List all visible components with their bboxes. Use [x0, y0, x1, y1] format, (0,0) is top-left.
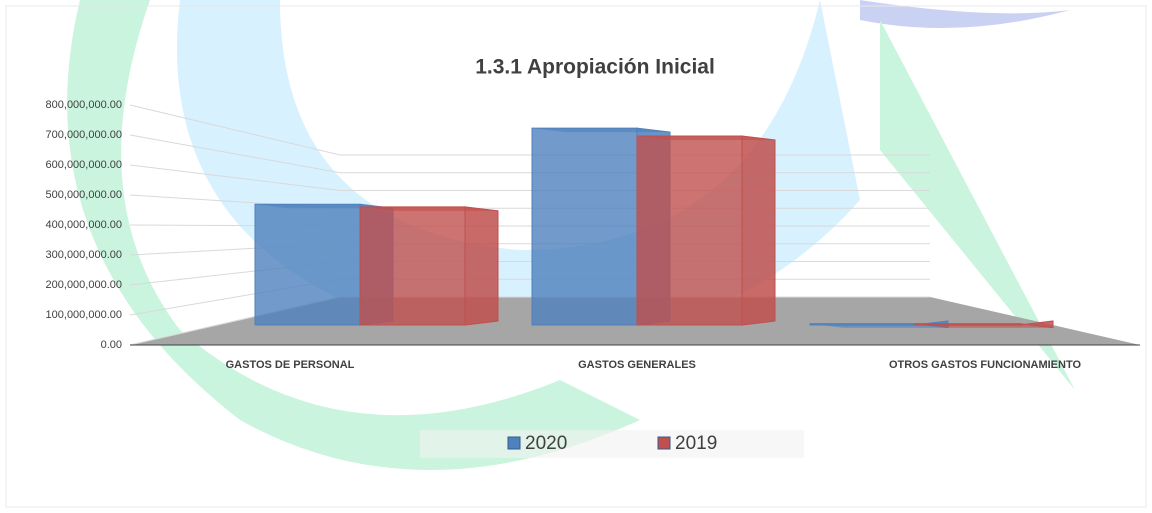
- bar: [531, 127, 638, 326]
- bar: [359, 206, 466, 326]
- bar: [254, 203, 361, 326]
- y-tick-label: 700,000,000.00: [46, 129, 122, 141]
- legend-swatch: [657, 436, 671, 450]
- y-tick-label: 800,000,000.00: [46, 99, 122, 111]
- x-tick-label: OTROS GASTOS FUNCIONAMIENTO: [889, 359, 1082, 371]
- chart-title: 1.3.1 Apropiación Inicial: [475, 56, 715, 79]
- x-tick-label: GASTOS DE PERSONAL: [226, 359, 355, 371]
- bar: [636, 135, 743, 326]
- chart-border: [5, 5, 1147, 508]
- y-tick-label: 300,000,000.00: [46, 249, 122, 261]
- x-tick-label: GASTOS GENERALES: [578, 359, 696, 371]
- y-tick-label: 0.00: [101, 339, 122, 351]
- y-tick-label: 100,000,000.00: [46, 309, 122, 321]
- watermark-swoosh: [860, 0, 1070, 28]
- legend-swatch: [507, 436, 521, 450]
- legend-label: 2020: [525, 433, 567, 454]
- y-tick-label: 200,000,000.00: [46, 279, 122, 291]
- bar: [809, 323, 916, 326]
- bar-side: [741, 135, 776, 326]
- watermark-swoosh: [880, 20, 1075, 390]
- y-tick-label: 400,000,000.00: [46, 219, 122, 231]
- y-tick-label: 600,000,000.00: [46, 159, 122, 171]
- legend-label: 2019: [675, 433, 717, 454]
- legend-box: [420, 430, 804, 458]
- bar: [914, 323, 1021, 326]
- watermark-swoosh: [67, 0, 641, 470]
- y-tick-label: 500,000,000.00: [46, 189, 122, 201]
- bar-side: [464, 206, 499, 326]
